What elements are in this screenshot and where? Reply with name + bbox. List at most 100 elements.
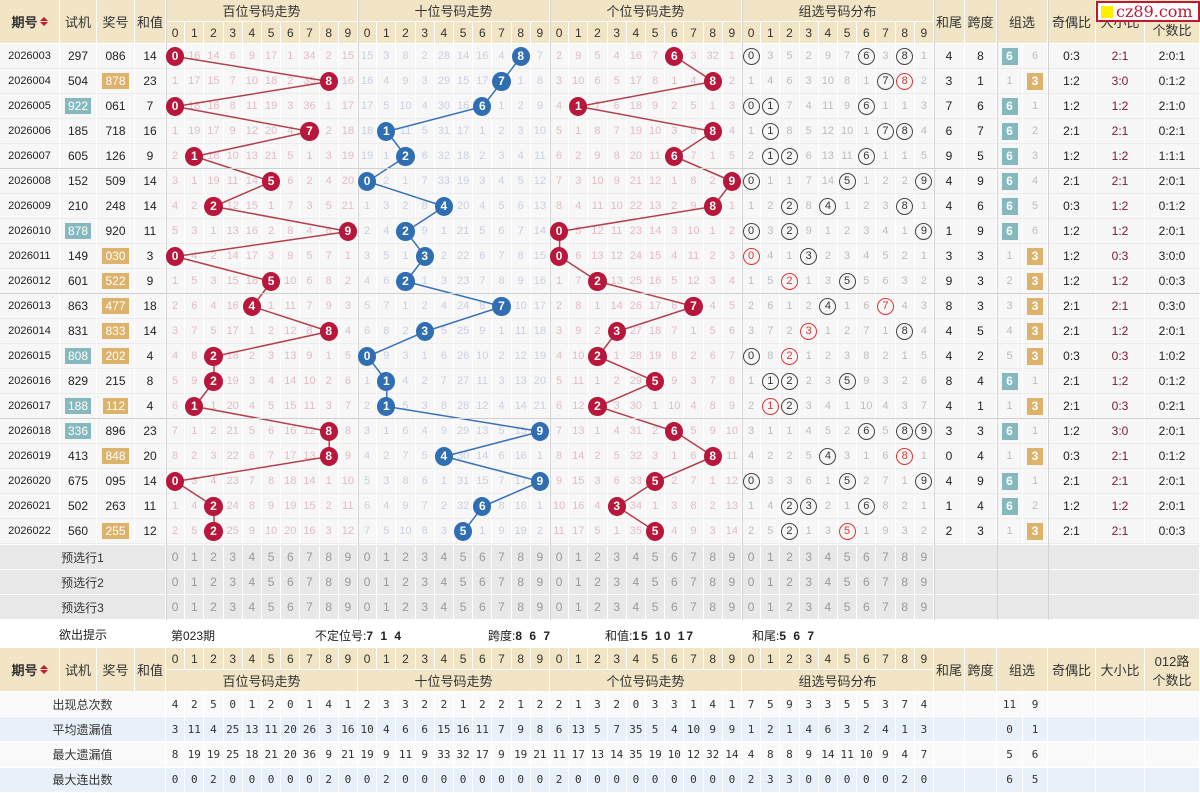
preselect-digit[interactable]: 6 <box>857 545 877 570</box>
preselect-digit[interactable]: 0 <box>166 595 186 620</box>
preselect-digit[interactable]: 8 <box>895 595 915 620</box>
preselect-digit[interactable]: 6 <box>665 595 685 620</box>
preselect-digit[interactable]: 0 <box>358 545 378 570</box>
preselect-digit[interactable]: 2 <box>780 595 800 620</box>
preselect-digit[interactable]: 6 <box>473 595 493 620</box>
preselect-digit[interactable]: 7 <box>300 545 320 570</box>
preselect-digit[interactable]: 5 <box>262 595 282 620</box>
preselect-digit[interactable]: 2 <box>588 570 608 595</box>
preselect-digit[interactable]: 3 <box>223 545 243 570</box>
preselect-digit[interactable]: 8 <box>895 545 915 570</box>
preselect-digit[interactable]: 7 <box>684 595 704 620</box>
preselect-digit[interactable]: 4 <box>818 545 838 570</box>
preselect-digit[interactable]: 6 <box>857 595 877 620</box>
preselect-digit[interactable]: 1 <box>569 595 589 620</box>
preselect-digit[interactable]: 5 <box>262 545 282 570</box>
preselect-digit[interactable]: 2 <box>588 595 608 620</box>
preselect-digit[interactable]: 7 <box>876 570 896 595</box>
preselect-digit[interactable]: 9 <box>338 595 358 620</box>
preselect-digit[interactable]: 0 <box>550 545 570 570</box>
preselect-digit[interactable]: 8 <box>319 545 339 570</box>
preselect-digit[interactable]: 2 <box>204 595 224 620</box>
preselect-digit[interactable]: 8 <box>895 570 915 595</box>
sort-icon[interactable] <box>39 665 48 674</box>
preselect-digit[interactable]: 7 <box>876 545 896 570</box>
preselect-digit[interactable]: 5 <box>838 595 858 620</box>
preselect-digit[interactable]: 4 <box>434 595 454 620</box>
preselect-digit[interactable]: 2 <box>396 570 416 595</box>
preselect-digit[interactable]: 9 <box>722 595 742 620</box>
preselect-digit[interactable]: 7 <box>492 545 512 570</box>
preselect-digit[interactable]: 4 <box>626 595 646 620</box>
preselect-digit[interactable]: 3 <box>223 570 243 595</box>
sort-icon[interactable] <box>39 17 48 26</box>
preselect-digit[interactable]: 1 <box>377 595 397 620</box>
preselect-digit[interactable]: 7 <box>300 570 320 595</box>
preselect-digit[interactable]: 5 <box>454 595 474 620</box>
preselect-digit[interactable]: 6 <box>665 570 685 595</box>
preselect-digit[interactable]: 6 <box>857 570 877 595</box>
preselect-digit[interactable]: 8 <box>511 570 531 595</box>
preselect-digit[interactable]: 3 <box>799 595 819 620</box>
preselect-digit[interactable]: 9 <box>914 595 934 620</box>
preselect-digit[interactable]: 3 <box>415 570 435 595</box>
preselect-digit[interactable]: 3 <box>799 545 819 570</box>
preselect-digit[interactable]: 5 <box>454 570 474 595</box>
preselect-digit[interactable]: 2 <box>780 545 800 570</box>
preselect-digit[interactable]: 4 <box>626 545 646 570</box>
preselect-digit[interactable]: 0 <box>550 570 570 595</box>
preselect-digit[interactable]: 5 <box>262 570 282 595</box>
preselect-digit[interactable]: 5 <box>454 545 474 570</box>
preselect-digit[interactable]: 7 <box>876 595 896 620</box>
preselect-digit[interactable]: 6 <box>665 545 685 570</box>
preselect-digit[interactable]: 8 <box>319 570 339 595</box>
preselect-digit[interactable]: 1 <box>185 595 205 620</box>
preselect-digit[interactable]: 7 <box>492 595 512 620</box>
preselect-digit[interactable]: 5 <box>838 545 858 570</box>
preselect-digit[interactable]: 6 <box>281 570 301 595</box>
preselect-digit[interactable]: 1 <box>185 545 205 570</box>
preselect-digit[interactable]: 4 <box>242 595 262 620</box>
preselect-digit[interactable]: 3 <box>799 570 819 595</box>
preselect-digit[interactable]: 9 <box>530 595 550 620</box>
preselect-digit[interactable]: 0 <box>358 595 378 620</box>
preselect-digit[interactable]: 1 <box>377 570 397 595</box>
preselect-digit[interactable]: 3 <box>415 545 435 570</box>
preselect-digit[interactable]: 5 <box>646 570 666 595</box>
preselect-digit[interactable]: 5 <box>838 570 858 595</box>
preselect-digit[interactable]: 9 <box>338 545 358 570</box>
preselect-digit[interactable]: 2 <box>588 545 608 570</box>
preselect-digit[interactable]: 3 <box>607 595 627 620</box>
preselect-digit[interactable]: 9 <box>722 545 742 570</box>
preselect-digit[interactable]: 8 <box>703 595 723 620</box>
preselect-digit[interactable]: 1 <box>761 595 781 620</box>
preselect-digit[interactable]: 4 <box>242 570 262 595</box>
preselect-digit[interactable]: 8 <box>703 545 723 570</box>
preselect-digit[interactable]: 1 <box>569 570 589 595</box>
preselect-digit[interactable]: 1 <box>377 545 397 570</box>
issue-header[interactable]: 期号 <box>0 0 60 44</box>
preselect-digit[interactable]: 8 <box>511 545 531 570</box>
preselect-digit[interactable]: 0 <box>742 570 762 595</box>
preselect-digit[interactable]: 6 <box>473 545 493 570</box>
preselect-digit[interactable]: 2 <box>780 570 800 595</box>
preselect-digit[interactable]: 7 <box>684 570 704 595</box>
preselect-digit[interactable]: 5 <box>646 545 666 570</box>
preselect-digit[interactable]: 7 <box>492 570 512 595</box>
preselect-digit[interactable]: 8 <box>319 595 339 620</box>
preselect-digit[interactable]: 1 <box>569 545 589 570</box>
preselect-digit[interactable]: 4 <box>434 545 454 570</box>
preselect-digit[interactable]: 0 <box>358 570 378 595</box>
preselect-digit[interactable]: 0 <box>166 570 186 595</box>
preselect-digit[interactable]: 1 <box>761 545 781 570</box>
preselect-digit[interactable]: 4 <box>434 570 454 595</box>
preselect-digit[interactable]: 2 <box>396 545 416 570</box>
preselect-digit[interactable]: 6 <box>281 595 301 620</box>
preselect-digit[interactable]: 9 <box>530 570 550 595</box>
preselect-digit[interactable]: 1 <box>185 570 205 595</box>
preselect-digit[interactable]: 5 <box>646 595 666 620</box>
preselect-digit[interactable]: 9 <box>722 570 742 595</box>
preselect-digit[interactable]: 9 <box>530 545 550 570</box>
preselect-digit[interactable]: 0 <box>550 595 570 620</box>
site-logo[interactable]: cz89.com <box>1096 1 1200 22</box>
